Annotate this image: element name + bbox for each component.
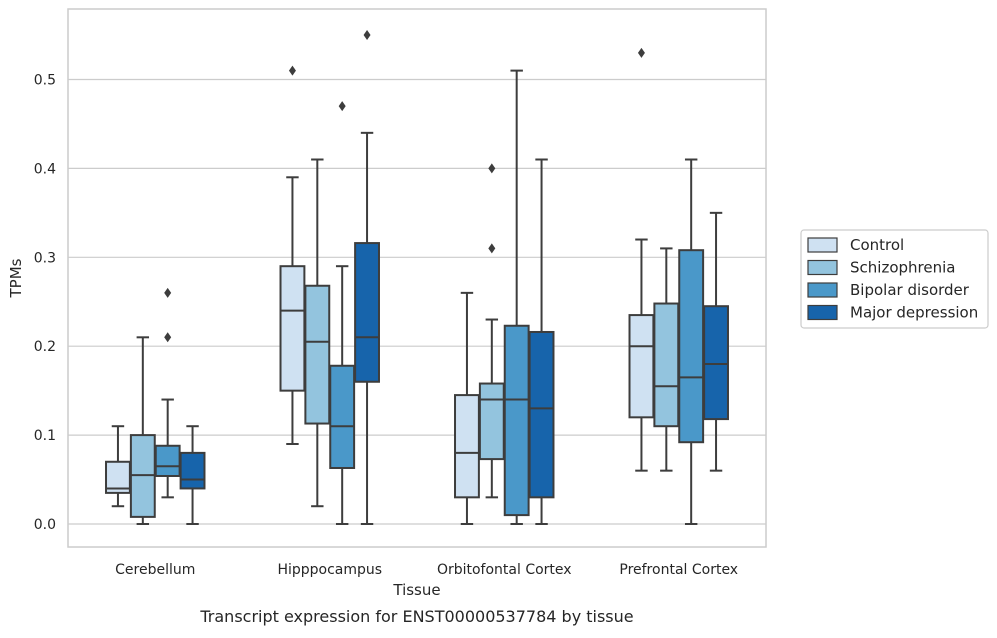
legend-frame <box>800 229 989 329</box>
x-tick-label: Orbitofontal Cortex <box>437 562 572 578</box>
legend-label: Major depression <box>850 304 978 322</box>
x-tick-label: Prefrontal Cortex <box>619 562 738 578</box>
box-iqr <box>653 302 680 428</box>
outlier-point <box>488 243 496 254</box>
outlier-point <box>637 47 645 58</box>
box-iqr <box>354 242 380 383</box>
box-control <box>454 291 480 525</box>
box-schizophrenia <box>304 158 331 508</box>
y-tick-label: 0.5 <box>34 73 56 89</box>
box-bipolar-disorder <box>154 287 181 499</box>
y-tick-label: 0.2 <box>34 339 56 355</box>
box-iqr <box>528 330 555 499</box>
box-schizophrenia <box>653 247 680 472</box>
box-iqr <box>703 305 729 421</box>
y-tick-label: 0.4 <box>34 161 56 177</box>
outlier-point <box>338 101 346 112</box>
outlier-point <box>363 30 371 41</box>
legend-item: Schizophrenia <box>807 259 955 277</box>
box-schizophrenia <box>478 163 505 499</box>
legend-label: Schizophrenia <box>850 259 955 277</box>
outlier-point <box>164 287 172 298</box>
legend-swatch <box>807 304 838 321</box>
legend-item: Major depression <box>807 304 978 322</box>
legend-item: Control <box>807 236 904 254</box>
legend-swatch <box>807 259 838 276</box>
box-iqr <box>329 364 356 469</box>
legend-swatch <box>807 237 838 253</box>
y-axis-ticks: 0.0 0.1 0.2 0.3 0.4 0.5 <box>34 73 56 534</box>
plot-frame <box>67 8 767 548</box>
legend-label: Control <box>850 236 904 254</box>
legend-label: Bipolar disorder <box>850 281 970 299</box>
box-iqr <box>478 382 505 461</box>
outlier-point <box>164 332 172 343</box>
x-tick-label: Hipppocampus <box>277 562 382 578</box>
box-major-depression <box>703 211 729 472</box>
box-iqr <box>279 265 306 392</box>
x-axis-title: Tissue <box>392 581 440 599</box>
y-tick-label: 0.0 <box>34 517 56 533</box>
outlier-point <box>288 65 296 76</box>
box-control <box>279 65 306 445</box>
box-control <box>105 425 131 508</box>
legend-item: Bipolar disorder <box>807 281 970 299</box>
y-axis-title: TPMs <box>7 258 25 298</box>
box-plot-series <box>105 30 729 525</box>
x-axis-ticks: Cerebellum Hipppocampus Orbitofontal Corte… <box>115 562 738 578</box>
legend-swatch <box>807 282 838 298</box>
box-major-depression <box>354 30 380 525</box>
box-bipolar-disorder <box>329 101 356 525</box>
box-schizophrenia <box>129 336 156 525</box>
y-tick-label: 0.3 <box>34 250 56 266</box>
box-iqr <box>628 314 655 419</box>
y-tick-label: 0.1 <box>34 428 56 444</box>
box-iqr <box>304 284 331 425</box>
box-iqr <box>454 394 480 499</box>
box-control <box>628 47 655 472</box>
box-iqr <box>154 444 181 477</box>
grid-lines <box>68 78 766 525</box>
outlier-point <box>488 163 496 174</box>
box-major-depression <box>528 158 555 525</box>
figure-caption: Transcript expression for ENST0000053778… <box>199 607 633 626</box>
box-iqr <box>179 451 206 490</box>
box-iqr <box>678 249 705 444</box>
box-bipolar-disorder <box>503 69 530 525</box>
box-bipolar-disorder <box>678 158 705 525</box>
box-major-depression <box>179 425 206 525</box>
legend: Control Schizophrenia Bipolar disorder Majo… <box>800 229 989 329</box>
box-iqr <box>503 324 530 517</box>
x-tick-label: Cerebellum <box>115 562 195 578</box>
